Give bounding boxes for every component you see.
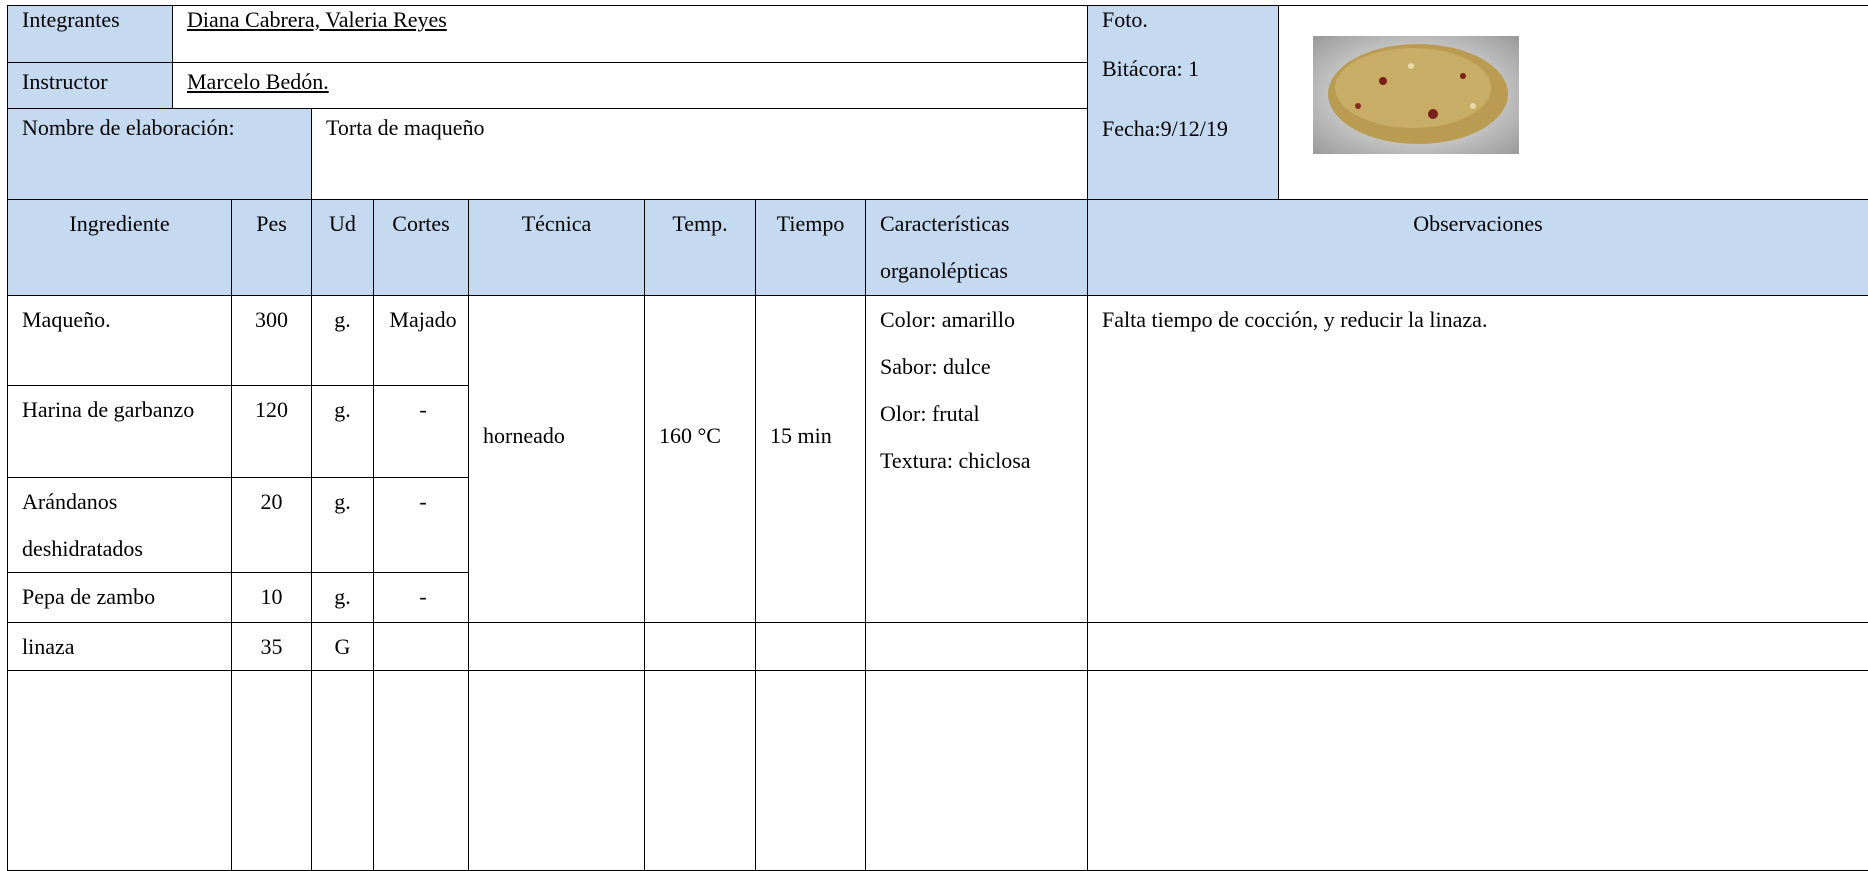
dish-photo <box>1313 36 1519 154</box>
body-cell: Harina de garbanzo <box>7 385 232 478</box>
empty-cell <box>1087 670 1868 871</box>
body-cell: - <box>373 385 469 478</box>
column-header: Cortes <box>373 199 469 296</box>
body-cell: 35 <box>231 622 312 671</box>
tecnica-cell: horneado <box>468 295 645 623</box>
body-cell <box>1087 622 1868 671</box>
body-cell: linaza <box>7 622 232 671</box>
tiempo-cell: 15 min <box>755 295 866 623</box>
caracteristicas-cell: Color: amarillo Sabor: dulce Olor: frutal T… <box>865 295 1088 623</box>
column-header: Observaciones <box>1087 199 1868 296</box>
caracteristica: Color: amarillo <box>880 307 1016 332</box>
value-cell: Marcelo Bedón. <box>172 62 1088 109</box>
empty-cell <box>755 670 866 871</box>
body-cell <box>865 622 1088 671</box>
value-cell: Diana Cabrera, Valeria Reyes <box>172 5 1088 63</box>
body-cell: - <box>373 572 469 623</box>
body-cell: Maqueño. <box>7 295 232 386</box>
body-cell: Majado <box>373 295 469 386</box>
body-cell <box>644 622 756 671</box>
column-header: Ud <box>311 199 374 296</box>
column-header: Pes <box>231 199 312 296</box>
caracteristica: Textura: chiclosa <box>880 448 1031 473</box>
body-cell <box>468 622 645 671</box>
empty-cell <box>644 670 756 871</box>
caracteristica: Olor: frutal <box>880 401 980 426</box>
observaciones-cell: Falta tiempo de cocción, y reducir la li… <box>1087 295 1868 623</box>
column-header: Características organolépticas <box>865 199 1088 296</box>
empty-cell <box>7 670 232 871</box>
body-cell: g. <box>311 385 374 478</box>
body-cell: Pepa de zambo <box>7 572 232 623</box>
body-cell: g. <box>311 295 374 386</box>
body-cell: 120 <box>231 385 312 478</box>
info-cell: Foto. Bitácora: 1 Fecha:9/12/19 <box>1087 5 1279 200</box>
body-cell <box>755 622 866 671</box>
body-cell: 10 <box>231 572 312 623</box>
column-header: Técnica <box>468 199 645 296</box>
empty-cell <box>231 670 312 871</box>
column-header: Temp. <box>644 199 756 296</box>
label-cell: Instructor <box>7 62 173 109</box>
body-cell: 20 <box>231 477 312 573</box>
body-cell: g. <box>311 572 374 623</box>
body-cell: G <box>311 622 374 671</box>
label-cell: Integrantes <box>7 5 173 63</box>
caracteristica: Sabor: dulce <box>880 354 991 379</box>
empty-cell <box>311 670 374 871</box>
column-header: Ingrediente <box>7 199 232 296</box>
body-cell: g. <box>311 477 374 573</box>
body-cell: - <box>373 477 469 573</box>
empty-cell <box>865 670 1088 871</box>
temp-cell: 160 °C <box>644 295 756 623</box>
empty-cell <box>373 670 469 871</box>
body-cell <box>373 622 469 671</box>
empty-cell <box>468 670 645 871</box>
body-cell: 300 <box>231 295 312 386</box>
value-cell: Torta de maqueño <box>311 108 1088 200</box>
bitacora: Bitácora: 1 <box>1102 56 1200 81</box>
column-header: Tiempo <box>755 199 866 296</box>
fecha: Fecha:9/12/19 <box>1102 116 1228 141</box>
label-cell: Nombre de elaboración: <box>7 108 312 200</box>
foto-label: Foto. <box>1102 7 1148 32</box>
body-cell: Arándanos deshidratados <box>7 477 232 573</box>
